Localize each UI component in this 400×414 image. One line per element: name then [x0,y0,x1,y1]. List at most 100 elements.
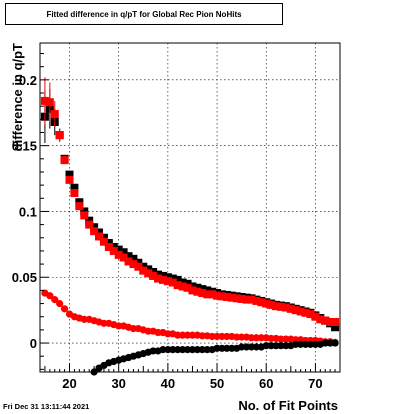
data-point-circle [218,344,226,352]
data-point-square [242,295,251,304]
x-tick-label: 50 [210,376,224,391]
data-point-circle [223,344,231,352]
x-tick-label: 30 [111,376,125,391]
data-point-circle [154,328,162,337]
data-point-square [99,237,108,246]
data-point-square [70,183,79,192]
data-point-circle [188,346,197,354]
y-tick-label: 0.05 [12,270,37,285]
data-point-circle [60,305,69,313]
data-point-circle [277,342,285,350]
data-point-circle [301,340,310,348]
data-point-circle [174,331,182,339]
data-point-square [50,110,59,119]
data-point-square [326,317,335,326]
axis-layer: 20 30 40 50 60 70 0 0.05 0.1 0.15 0.2 [12,53,341,391]
data-point-circle [297,340,305,348]
data-point-square [296,307,305,316]
data-point-square [217,292,226,301]
data-point-circle [218,332,226,341]
data-point-circle [238,333,246,341]
data-point-square [276,302,285,311]
data-point-square [272,302,281,311]
data-point-circle [282,335,290,343]
data-point-square [70,189,79,198]
data-point-circle [213,344,221,352]
series-1 [40,77,340,326]
data-point-square [109,246,118,255]
series-2 [41,289,339,346]
data-point-square [134,262,143,271]
grid-layer [40,43,340,372]
data-point-square [104,242,113,251]
data-point-square [114,245,123,254]
data-point-circle [183,346,192,354]
data-point-square [90,227,99,236]
data-point-square [124,252,133,261]
data-point-circle [129,324,138,333]
data-point-circle [321,339,329,347]
data-point-square [95,232,104,241]
data-point-square [65,170,74,179]
data-point-circle [331,339,339,347]
data-point-circle [46,292,54,300]
data-point-square [124,257,133,266]
data-point-circle [144,327,152,335]
data-point-circle [238,343,246,351]
data-point-circle [115,322,123,330]
x-tick-label: 40 [161,376,175,391]
data-point-square [85,220,94,229]
y-axis-label: difference in q/pT [10,43,25,151]
data-point-square [203,290,212,299]
data-point-square [173,275,182,284]
data-point-square [139,266,148,275]
data-point-square [114,250,123,259]
data-point-circle [252,343,260,351]
data-point-circle [267,334,275,343]
x-tick-label: 70 [308,376,322,391]
data-point-circle [100,319,108,327]
y-tick-label: 0 [30,336,37,351]
data-point-circle [272,342,280,350]
data-point-square [316,315,325,324]
data-point-circle [164,330,172,338]
data-point-square [208,290,217,299]
plot-frame [39,42,341,373]
data-point-circle [51,296,59,304]
data-point-circle [267,342,275,350]
data-point-circle [292,340,300,348]
data-point-square [55,131,64,140]
chart-title-box: Fitted difference in q/pT for Global Rec… [5,3,283,25]
data-point-circle [233,333,241,341]
x-axis-label: No. of Fit Points [238,398,338,413]
data-point-square [198,289,207,298]
x-tick-label: 20 [62,376,76,391]
y-tick-label: 0.2 [19,73,37,88]
data-point-circle [262,342,270,350]
data-point-circle [311,340,320,348]
data-point-square [60,156,69,165]
data-point-square [331,323,340,332]
data-point-square [286,304,295,313]
data-point-circle [282,342,290,350]
data-point-circle [242,343,251,351]
data-point-square [237,294,246,303]
data-point-square [119,248,128,257]
data-point-square [75,202,84,211]
data-point-circle [169,346,177,354]
data-point-circle [164,346,172,354]
data-point-square [257,298,266,307]
data-point-circle [203,346,211,354]
x-tick-label: 60 [259,376,273,391]
data-point-square [178,282,187,291]
data-point-circle [326,339,334,347]
data-point-circle [213,332,221,341]
data-point-circle [179,346,187,354]
data-point-circle [193,346,201,354]
data-point-square [188,286,197,295]
series-layer [40,77,340,376]
chart-title: Fitted difference in q/pT for Global Rec… [46,9,242,19]
y-tick-label: 0.15 [12,139,37,154]
data-point-square [321,316,330,325]
